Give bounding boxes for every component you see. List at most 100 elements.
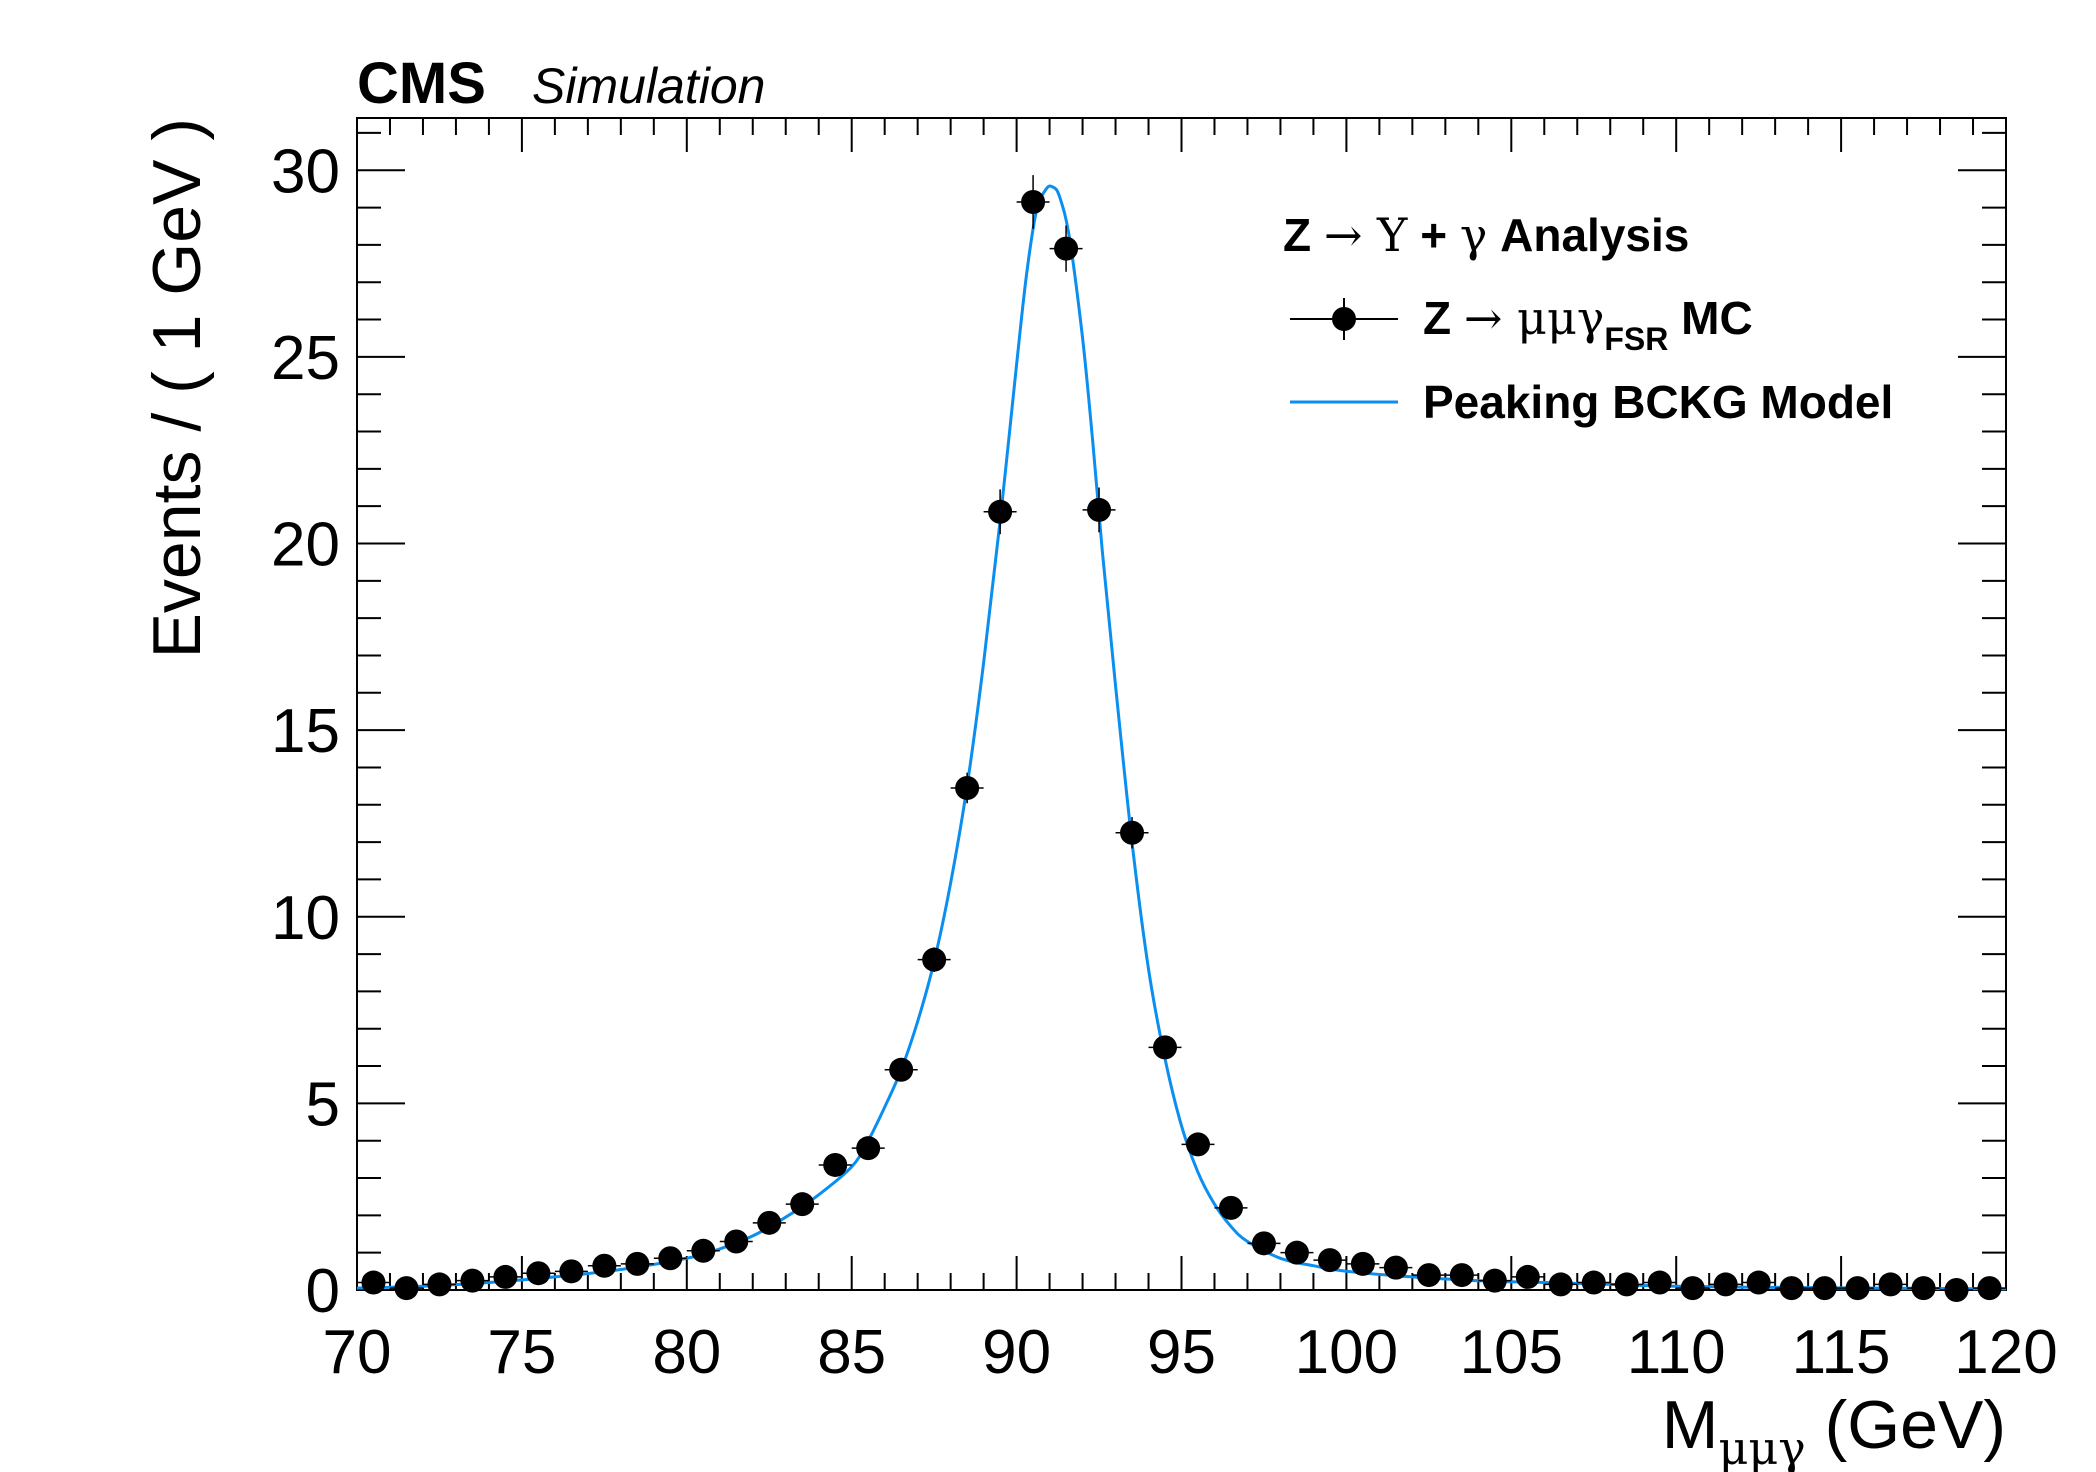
x-tick-label: 100 — [1295, 1318, 1398, 1387]
data-point — [394, 1276, 419, 1301]
data-point-group — [1148, 1035, 1182, 1060]
data-point-group — [1907, 1276, 1941, 1301]
data-point — [1383, 1255, 1408, 1280]
data-point-group — [752, 1210, 786, 1235]
data-point — [1350, 1251, 1375, 1276]
data-point — [1647, 1270, 1672, 1295]
data-point-group — [1577, 1270, 1611, 1295]
data-point — [526, 1261, 551, 1286]
legend-model-label: Peaking BCKG Model — [1423, 376, 1893, 428]
data-point-group — [620, 1251, 654, 1276]
data-point-group — [1775, 1276, 1809, 1301]
legend-data-marker — [1332, 307, 1356, 331]
experiment-label: CMS — [357, 51, 486, 116]
data-point — [1779, 1276, 1804, 1301]
y-axis-label: Events / ( 1 GeV ) — [139, 118, 215, 658]
data-point — [1977, 1276, 2002, 1301]
data-point — [1120, 820, 1145, 845]
x-axis-label: Mμμγ (GeV) — [1662, 1387, 2006, 1472]
data-point — [1054, 236, 1079, 261]
data-point-group — [389, 1276, 423, 1301]
data-point-group — [1115, 817, 1149, 849]
data-point-group — [1445, 1263, 1479, 1288]
data-point-group — [1511, 1264, 1545, 1289]
model-series — [356, 184, 2007, 1291]
data-point-group — [521, 1261, 555, 1286]
data-point — [724, 1229, 749, 1254]
data-point — [625, 1251, 650, 1276]
data-point — [889, 1057, 914, 1082]
x-tick-label: 70 — [323, 1318, 392, 1387]
data-point-group — [1544, 1272, 1578, 1297]
data-point-group — [1346, 1251, 1380, 1276]
y-tick-label: 5 — [306, 1070, 340, 1139]
y-tick-label: 15 — [271, 697, 340, 766]
data-point-group — [851, 1136, 885, 1161]
data-point — [1317, 1248, 1342, 1273]
data-point — [1515, 1264, 1540, 1289]
data-point-group — [1016, 175, 1050, 229]
plot-frame — [356, 117, 2007, 1291]
data-point — [1746, 1270, 1771, 1295]
axis-ticks — [356, 118, 2007, 1291]
data-point — [1581, 1270, 1606, 1295]
data-point-group — [455, 1268, 489, 1293]
data-point — [757, 1210, 782, 1235]
data-point-group — [719, 1229, 753, 1254]
data-point-group — [983, 489, 1017, 535]
data-point — [361, 1270, 386, 1295]
x-tick-label: 115 — [1792, 1318, 1891, 1387]
data-point-group — [1742, 1270, 1776, 1295]
data-point-group — [422, 1272, 456, 1297]
data-point — [790, 1192, 815, 1217]
experiment-sublabel: Simulation — [532, 58, 765, 114]
data-point — [1449, 1263, 1474, 1288]
data-point-group — [1709, 1272, 1743, 1297]
data-point — [1482, 1268, 1507, 1293]
data-point — [856, 1136, 881, 1161]
data-point — [955, 775, 980, 800]
data-point-group — [1049, 225, 1083, 272]
legend-header: Z → Υ + γ Analysis — [1283, 208, 1689, 262]
axis-tick-labels: 70 75 80 85 90 95 100 105 110 115 120 0 5 10 15 20 25 30 — [271, 137, 2058, 1387]
data-point — [1021, 189, 1046, 214]
x-tick-label: 85 — [817, 1318, 886, 1387]
legend-data-label: Z → μμγFSR MC — [1423, 291, 1753, 357]
legend: Z → Υ + γ Analysis Z → μμγFSR MC Peaking… — [1283, 208, 1893, 428]
data-point — [1680, 1276, 1705, 1301]
data-point — [1416, 1263, 1441, 1288]
data-point — [658, 1246, 683, 1271]
data-point-group — [1841, 1276, 1875, 1301]
x-axis-label-unit: (GeV) — [1806, 1387, 2006, 1463]
data-point — [1812, 1276, 1837, 1301]
data-point-group — [1412, 1263, 1446, 1288]
data-point-group — [917, 947, 951, 972]
x-axis-label-main: M — [1662, 1387, 1719, 1463]
data-point — [1284, 1240, 1309, 1265]
x-tick-label: 80 — [652, 1318, 721, 1387]
data-point-group — [1940, 1278, 1974, 1302]
data-point-group — [950, 772, 984, 804]
data-point — [1218, 1195, 1243, 1220]
data-point — [460, 1268, 485, 1293]
data-point — [988, 499, 1013, 524]
data-point-group — [1181, 1132, 1215, 1157]
data-point — [1087, 497, 1112, 522]
data-point — [1845, 1276, 1870, 1301]
data-point-group — [1379, 1255, 1413, 1280]
data-point — [592, 1253, 617, 1278]
data-point-group — [357, 1270, 390, 1295]
data-point-group — [1247, 1231, 1281, 1256]
data-point-group — [1874, 1272, 1908, 1297]
y-tick-label: 20 — [271, 511, 340, 580]
data-point — [1713, 1272, 1738, 1297]
data-point — [1944, 1278, 1969, 1302]
y-tick-label: 10 — [271, 884, 340, 953]
data-point — [1153, 1035, 1178, 1060]
data-point — [823, 1152, 848, 1177]
data-point — [1878, 1272, 1903, 1297]
data-points — [357, 175, 2006, 1302]
data-point-group — [1610, 1272, 1644, 1297]
x-tick-label: 75 — [487, 1318, 556, 1387]
